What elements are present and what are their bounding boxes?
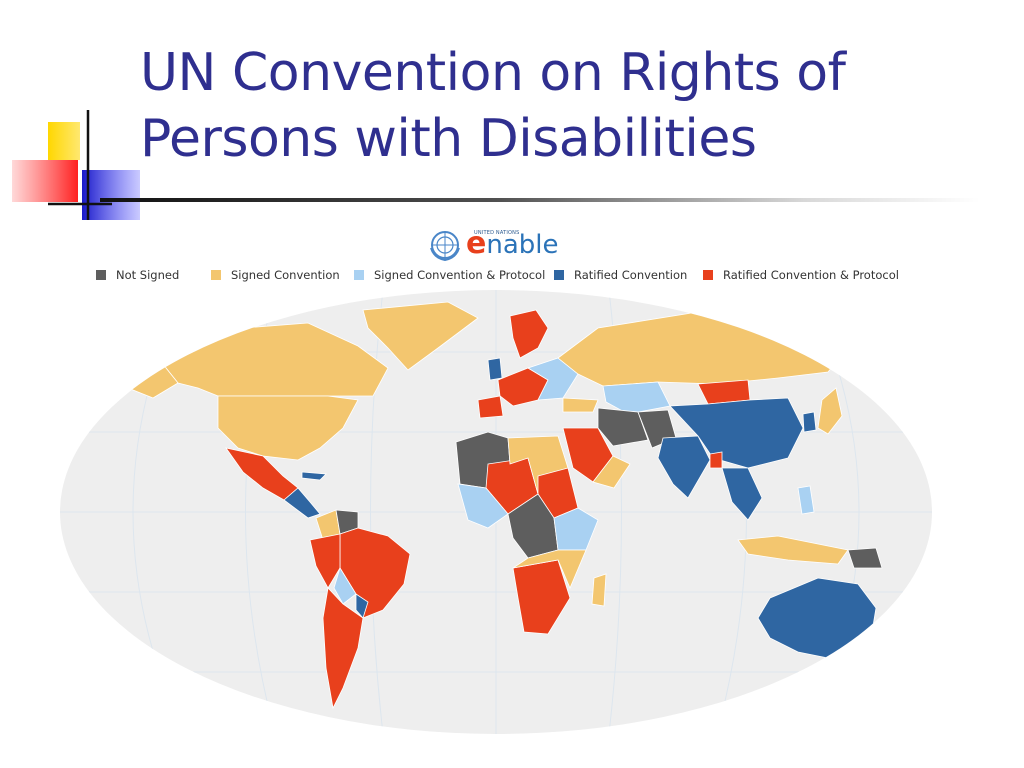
country-central-america [283,487,321,519]
country-uk [487,357,503,381]
legend-swatch [703,270,713,280]
country-kazakhstan [602,381,671,415]
world-map [60,290,932,734]
legend-item-not-signed: Not Signed [96,268,179,282]
country-new-zealand [887,653,909,689]
country-southeast-asia [721,467,763,521]
slide-title-line-2: Persons with Disabilities [140,109,757,169]
country-angola-zambia [512,549,587,590]
country-scandinavia [509,309,549,359]
country-iberia [477,395,504,419]
country-png [847,547,883,569]
country-east-africa [553,507,599,551]
logo-wordmark-e: e [466,226,487,261]
country-iran [597,407,649,447]
title-decoration [12,110,140,220]
legend-label: Not Signed [116,268,180,282]
country-korea [802,411,817,433]
logo-wordmark: enable [466,228,559,261]
legend-label: Ratified Convention [574,268,688,282]
logo-wordmark-rest: nable [486,230,559,260]
country-japan [817,387,843,435]
country-chile-argentina [322,587,364,710]
title-underline [100,198,980,202]
legend-swatch [354,270,364,280]
legend-swatch [554,270,564,280]
country-usa [217,395,359,461]
country-madagascar [591,573,607,607]
country-west-africa [457,483,509,529]
legend-swatch [211,270,221,280]
legend-item-ratified-convention: Ratified Convention [554,268,687,282]
country-bangladesh [709,451,723,469]
country-yemen-oman [592,455,631,489]
legend-label: Signed Convention & Protocol [374,268,546,282]
country-turkey [562,397,599,413]
country-paraguay [355,593,369,619]
un-emblem-icon [430,231,460,262]
slide-title-line-1: UN Convention on Rights of [140,43,846,103]
country-peru [309,533,341,589]
legend-item-signed-convention-protocol: Signed Convention & Protocol [354,268,545,282]
legend-swatch [96,270,106,280]
country-greenland [362,301,479,371]
legend-label: Ratified Convention & Protocol [723,268,899,282]
country-cuba [301,471,327,481]
country-china [669,397,804,469]
slide-title: UN Convention on Rights of Persons with … [140,40,1000,172]
legend-item-ratified-convention-protocol: Ratified Convention & Protocol [703,268,899,282]
legend-label: Signed Convention [231,268,340,282]
country-philippines [797,485,815,515]
map-legend: Not Signed Signed Convention Signed Conv… [96,268,916,284]
country-indonesia [737,535,849,565]
legend-item-signed-convention: Signed Convention [211,268,340,282]
logo-org-text: UNITED NATIONS [474,230,520,236]
un-enable-logo: UNITED NATIONS enable [428,228,588,262]
